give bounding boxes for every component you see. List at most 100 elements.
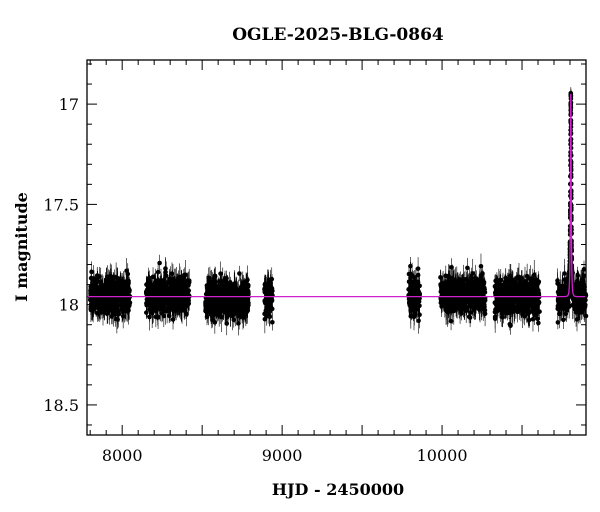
data-point <box>96 299 102 305</box>
data-point <box>262 298 268 304</box>
data-point <box>472 299 478 304</box>
data-point <box>267 314 272 319</box>
data-point <box>223 310 229 316</box>
data-point <box>244 304 250 310</box>
data-points <box>87 87 589 336</box>
data-point <box>185 302 191 308</box>
data-point <box>182 288 187 293</box>
data-point <box>207 296 213 302</box>
data-point <box>153 282 158 287</box>
data-point <box>536 320 541 326</box>
data-point <box>89 269 94 275</box>
data-point <box>267 289 273 295</box>
data-point <box>155 314 161 319</box>
data-point <box>124 268 129 274</box>
data-point <box>472 305 477 310</box>
data-point <box>222 300 228 306</box>
data-point <box>177 304 183 309</box>
chart-title: OGLE-2025-BLG-0864 <box>232 25 444 45</box>
data-point <box>408 283 414 288</box>
data-point <box>203 301 208 306</box>
data-point <box>507 321 513 327</box>
data-point <box>448 318 454 324</box>
data-point <box>246 289 251 295</box>
data-point <box>225 305 231 310</box>
data-point <box>212 283 218 289</box>
data-point <box>144 310 149 315</box>
data-point <box>156 288 161 293</box>
data-point <box>120 289 126 294</box>
data-point <box>447 289 453 294</box>
data-point <box>157 260 162 266</box>
data-point <box>446 273 451 279</box>
data-point <box>236 321 241 326</box>
data-point <box>111 305 117 310</box>
data-point <box>477 306 483 312</box>
data-point <box>174 301 180 307</box>
data-point <box>144 297 150 302</box>
data-point <box>263 308 269 314</box>
data-point <box>210 279 215 285</box>
data-point <box>212 307 218 313</box>
data-point <box>407 302 413 308</box>
data-point <box>125 296 130 302</box>
data-point <box>239 301 244 307</box>
data-point <box>163 266 168 271</box>
data-point <box>220 308 225 313</box>
data-point <box>245 277 250 283</box>
data-point <box>173 278 179 284</box>
data-point <box>123 308 129 314</box>
data-point <box>95 279 100 284</box>
data-point <box>417 312 422 318</box>
data-point <box>446 284 452 289</box>
data-point <box>151 299 157 304</box>
data-point <box>218 271 223 276</box>
data-point <box>162 299 167 304</box>
data-point <box>438 296 444 302</box>
data-point <box>408 297 413 302</box>
data-point <box>93 304 99 310</box>
data-point <box>159 311 165 316</box>
data-point <box>456 284 461 289</box>
data-point <box>186 282 191 288</box>
data-point <box>108 284 114 289</box>
data-point <box>530 316 536 322</box>
data-point <box>467 315 473 320</box>
data-point <box>146 290 152 296</box>
data-point <box>155 277 161 283</box>
data-point <box>465 265 470 271</box>
data-point <box>413 296 418 301</box>
data-point <box>412 308 417 314</box>
data-point <box>181 301 187 306</box>
data-point <box>442 284 448 290</box>
data-point <box>450 308 455 314</box>
data-point <box>240 280 246 286</box>
data-point <box>124 281 130 287</box>
data-point <box>165 285 171 291</box>
data-point <box>231 317 237 323</box>
data-point <box>158 296 164 302</box>
data-point <box>109 300 115 306</box>
data-point <box>270 319 275 325</box>
data-point <box>124 303 129 309</box>
data-point <box>445 309 450 315</box>
data-point <box>144 302 150 308</box>
data-point <box>466 288 472 294</box>
data-point <box>226 287 232 292</box>
data-point <box>170 287 176 293</box>
data-point <box>92 299 97 305</box>
data-point <box>457 306 463 311</box>
data-point <box>266 284 272 290</box>
data-point <box>170 317 176 322</box>
data-point <box>149 311 155 316</box>
data-point <box>482 307 488 313</box>
data-point <box>267 306 273 312</box>
data-point <box>412 275 418 281</box>
data-point <box>115 317 120 322</box>
data-point <box>210 317 215 323</box>
data-point <box>243 308 249 314</box>
data-point <box>455 299 461 305</box>
data-point <box>231 306 236 312</box>
data-point <box>111 287 117 293</box>
data-point <box>224 283 229 289</box>
